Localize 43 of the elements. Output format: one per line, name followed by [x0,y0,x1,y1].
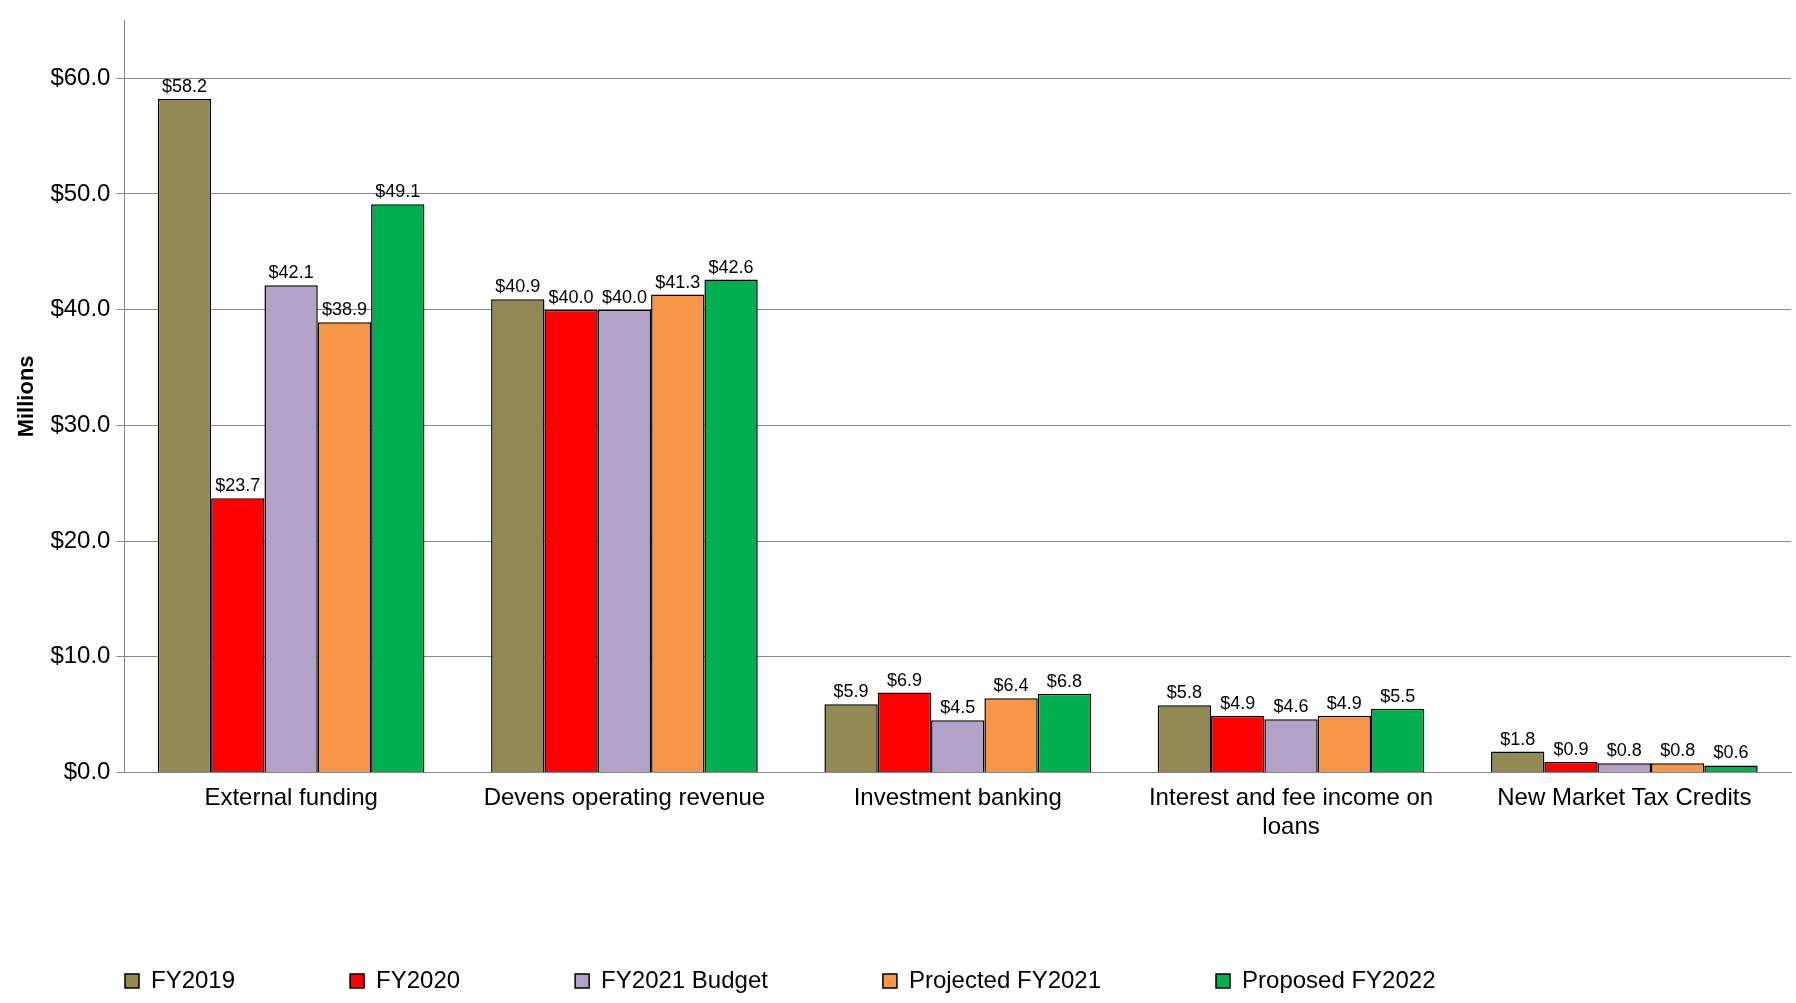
data-label: $58.2 [161,76,207,97]
x-tick-label: New Market Tax Credits [1497,783,1752,811]
y-tick-label: $10.0 [50,641,111,669]
y-axis-title: Millions [13,355,39,438]
data-label: $4.9 [1326,692,1362,713]
legend-label: FY2020 [376,965,461,993]
legend-label: FY2021 Budget [601,965,769,993]
data-label: $4.9 [1220,692,1256,713]
data-label: $5.9 [833,681,869,702]
x-tick-label: Devens operating revenue [483,783,766,811]
data-label: $41.3 [655,271,701,292]
data-label: $6.4 [993,675,1029,696]
data-label: $4.5 [940,697,976,718]
data-label: $42.1 [268,262,314,283]
data-label: $42.6 [708,256,754,277]
data-label: $0.6 [1713,742,1749,763]
data-label: $40.0 [601,286,647,307]
data-label: $5.8 [1166,682,1202,703]
legend-label: FY2019 [151,965,236,993]
legend-label: Proposed FY2022 [1242,965,1436,993]
data-label: $23.7 [215,475,261,496]
x-tick-label: External funding [204,783,378,811]
y-tick-label: $50.0 [50,178,111,206]
data-label: $0.9 [1553,738,1589,759]
data-label: $0.8 [1660,740,1696,761]
data-label: $4.6 [1273,696,1309,717]
x-tick-label: Investment banking [853,783,1062,811]
data-label: $40.9 [495,276,541,297]
legend-label: Projected FY2021 [908,965,1102,993]
data-label: $6.8 [1046,670,1082,691]
y-tick-label: $40.0 [50,294,111,322]
data-label: $0.8 [1606,740,1642,761]
data-label: $1.8 [1500,728,1536,749]
data-label: $5.5 [1380,685,1416,706]
y-tick-label: $20.0 [50,525,111,553]
y-tick-label: $30.0 [50,409,111,437]
data-label: $6.9 [886,669,922,690]
data-label: $49.1 [375,181,421,202]
y-tick-label: $0.0 [63,757,111,785]
data-label: $38.9 [321,299,367,320]
x-tick-label: Interest and fee income on loans [1148,783,1434,840]
y-tick-label: $60.0 [50,62,111,90]
data-label: $40.0 [548,286,594,307]
